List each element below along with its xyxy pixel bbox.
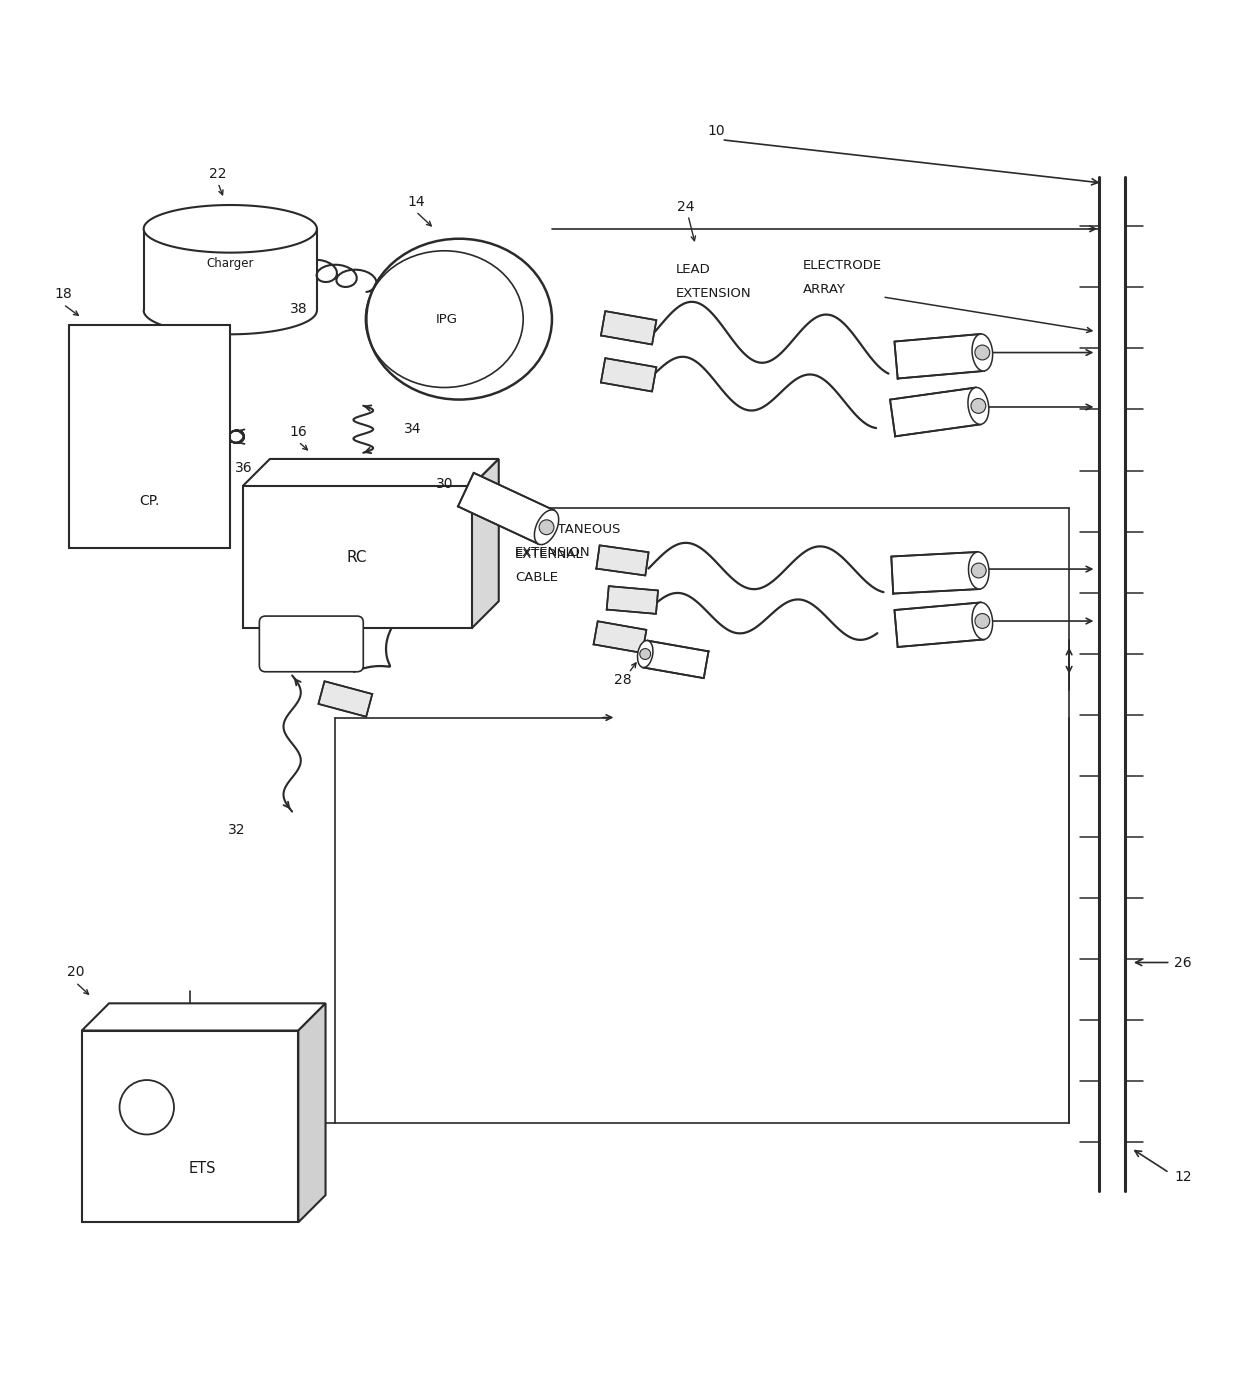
Circle shape — [640, 649, 651, 659]
Text: 10: 10 — [708, 124, 725, 138]
Text: 38: 38 — [289, 302, 308, 316]
Polygon shape — [894, 334, 985, 379]
Polygon shape — [601, 311, 656, 344]
Polygon shape — [601, 358, 656, 391]
Circle shape — [971, 398, 986, 414]
Ellipse shape — [366, 238, 552, 400]
Text: ELECTRODE: ELECTRODE — [804, 259, 882, 273]
Circle shape — [975, 613, 990, 628]
Ellipse shape — [972, 602, 993, 639]
Ellipse shape — [968, 552, 990, 589]
Text: EXTENSION: EXTENSION — [676, 287, 751, 299]
Ellipse shape — [534, 510, 559, 545]
Circle shape — [975, 345, 990, 359]
Text: Charger: Charger — [207, 256, 254, 270]
Circle shape — [971, 563, 986, 578]
Text: EXTERNAL: EXTERNAL — [515, 547, 584, 561]
Circle shape — [539, 520, 554, 535]
Text: RC: RC — [347, 550, 367, 564]
Ellipse shape — [972, 334, 993, 371]
Ellipse shape — [637, 641, 653, 667]
Text: IPG: IPG — [435, 312, 458, 326]
Polygon shape — [594, 621, 646, 653]
Ellipse shape — [968, 387, 988, 425]
Text: PERCUTANEOUS: PERCUTANEOUS — [515, 522, 621, 536]
Polygon shape — [471, 458, 498, 628]
Polygon shape — [458, 472, 554, 545]
Text: 14: 14 — [407, 195, 424, 209]
Text: LEAD: LEAD — [676, 263, 711, 276]
Text: 22: 22 — [210, 167, 227, 181]
Polygon shape — [892, 552, 980, 593]
Text: 18: 18 — [55, 287, 72, 301]
Bar — [82, 1031, 299, 1222]
Text: ETS: ETS — [188, 1162, 216, 1176]
Text: 32: 32 — [228, 823, 246, 837]
Text: ARRAY: ARRAY — [804, 283, 846, 295]
Text: CP.: CP. — [140, 495, 160, 508]
Polygon shape — [299, 1003, 326, 1222]
Polygon shape — [82, 1003, 326, 1031]
Text: 30: 30 — [435, 476, 453, 490]
Text: CABLE: CABLE — [515, 571, 558, 584]
Text: EXTENSION: EXTENSION — [515, 546, 590, 560]
Bar — [69, 326, 231, 547]
Text: 12: 12 — [1174, 1170, 1192, 1184]
Text: 26: 26 — [1174, 956, 1192, 970]
Polygon shape — [243, 458, 498, 486]
Text: 36: 36 — [236, 461, 253, 475]
Text: 24: 24 — [677, 199, 694, 213]
Polygon shape — [144, 205, 317, 252]
Text: 20: 20 — [67, 965, 84, 979]
Text: 16: 16 — [289, 425, 308, 439]
FancyBboxPatch shape — [259, 616, 363, 671]
Text: 28: 28 — [614, 673, 631, 687]
Bar — [243, 486, 471, 628]
Polygon shape — [890, 387, 981, 436]
Polygon shape — [596, 545, 649, 575]
Polygon shape — [642, 641, 708, 678]
Text: 34: 34 — [404, 422, 422, 436]
Polygon shape — [606, 586, 658, 614]
Polygon shape — [319, 681, 372, 717]
Polygon shape — [894, 603, 985, 646]
